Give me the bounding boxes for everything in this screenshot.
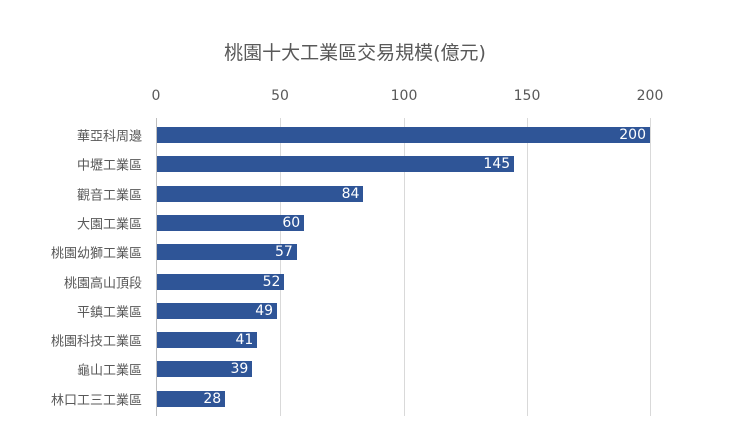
category-label: 桃園科技工業區: [50, 334, 142, 350]
bar: 28: [157, 390, 226, 407]
bar: 200: [157, 127, 650, 143]
data-label: 41: [235, 332, 254, 349]
gridline: [650, 118, 651, 416]
bar: 41: [157, 332, 258, 349]
bar: 52: [157, 273, 285, 290]
gridline: [527, 118, 528, 416]
data-label: 28: [203, 390, 222, 407]
bar: 84: [157, 185, 364, 202]
x-tick: 100: [390, 88, 418, 104]
category-label: 觀音工業區: [76, 188, 142, 204]
category-label: 桃園高山頂段: [63, 276, 142, 291]
category-label: 龜山工業區: [76, 363, 142, 379]
data-label: 57: [274, 244, 293, 261]
category-label: 桃園幼獅工業區: [50, 246, 142, 262]
gridline: [280, 118, 281, 416]
data-label: 39: [230, 361, 249, 378]
category-label: 華亞科周邊: [76, 129, 142, 145]
x-tick: 50: [271, 88, 289, 104]
x-tick: 0: [151, 88, 161, 104]
bar: 145: [157, 156, 515, 173]
category-label: 平鎮工業區: [76, 305, 142, 321]
data-label: 145: [483, 156, 511, 173]
gridline: [404, 118, 405, 416]
data-label: 84: [341, 185, 360, 202]
data-label: 60: [282, 214, 301, 231]
bar: 57: [157, 244, 297, 261]
bar: 49: [157, 302, 278, 319]
category-label: 林口工三工業區: [50, 393, 142, 409]
data-label: 49: [255, 302, 274, 319]
x-tick: 150: [513, 88, 541, 104]
x-tick: 200: [636, 88, 664, 104]
data-label: 52: [262, 273, 281, 290]
category-label: 中壢工業區: [76, 158, 142, 174]
bar: 39: [157, 361, 253, 378]
category-label: 大園工業區: [76, 217, 142, 233]
bar: 60: [157, 214, 305, 231]
chart-title: 桃園十大工業區交易規模(億元): [224, 42, 486, 64]
y-axis-line: [156, 118, 157, 416]
data-label: 200: [619, 127, 646, 143]
